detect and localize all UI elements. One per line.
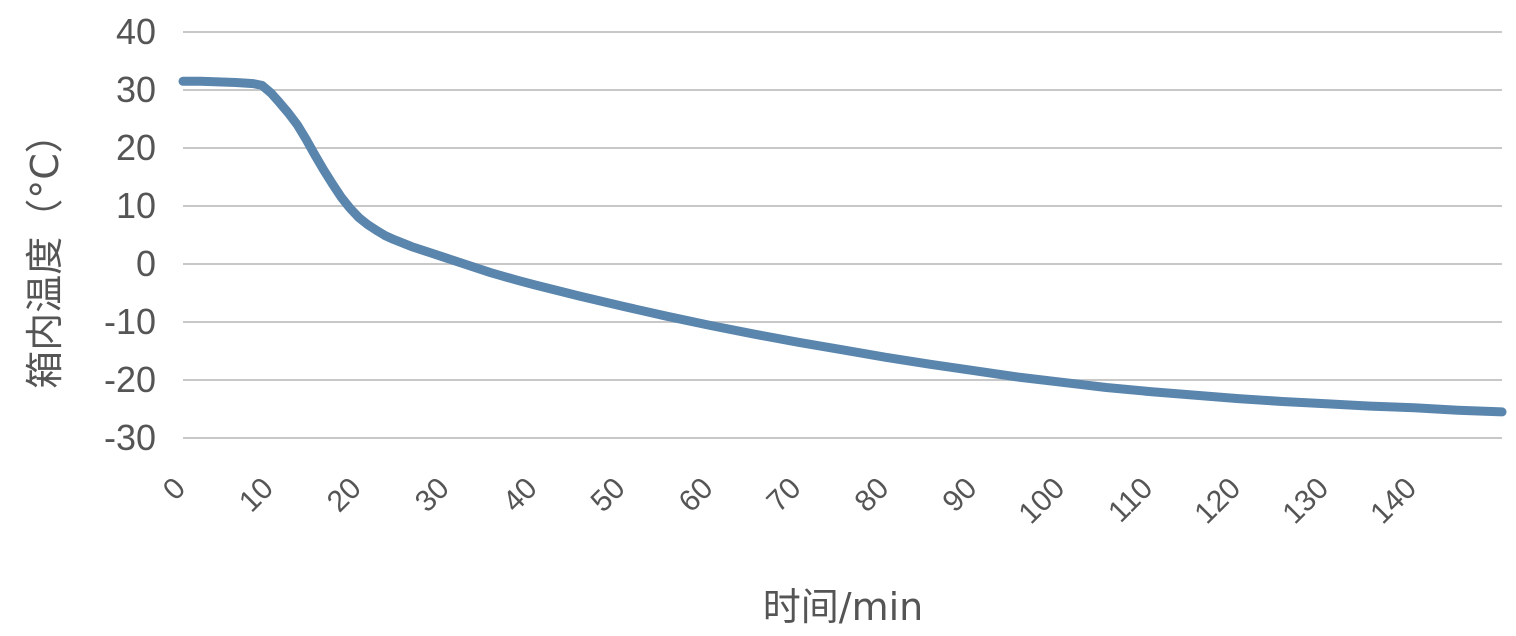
x-tick-label: 120 <box>1188 472 1247 531</box>
y-axis-label: 箱内温度（°C） <box>23 115 67 389</box>
x-tick-label: 130 <box>1276 472 1335 531</box>
x-axis-label: 时间/min <box>763 585 923 629</box>
x-tick-label: 10 <box>233 472 280 519</box>
x-tick-label: 70 <box>761 472 808 519</box>
x-tick-label: 30 <box>409 472 456 519</box>
x-tick-label: 50 <box>585 472 632 519</box>
y-tick-label: -20 <box>104 359 156 400</box>
x-tick-label: 100 <box>1013 472 1072 531</box>
x-tick-label: 20 <box>321 472 368 519</box>
x-tick-label: 110 <box>1102 472 1159 529</box>
y-tick-label: -30 <box>104 417 156 458</box>
x-tick-label: 90 <box>936 472 983 519</box>
y-tick-label: 30 <box>116 69 156 110</box>
series-line-0 <box>178 76 1507 417</box>
x-tick-label: 60 <box>673 472 720 519</box>
series-layer <box>178 76 1507 417</box>
x-axis-ticks: 0 10 20 30 40 50 60 70 80 90 100 110 120 130 140 <box>157 472 1423 531</box>
x-tick-label: 80 <box>848 472 895 519</box>
y-tick-label: 10 <box>116 185 156 226</box>
y-axis-ticks: 40 30 20 10 0 -10 -20 -30 <box>104 11 156 458</box>
x-tick-label: 140 <box>1364 472 1423 531</box>
y-tick-label: 0 <box>136 243 156 284</box>
y-tick-label: 40 <box>116 11 156 52</box>
grid-lines <box>183 31 1502 439</box>
x-tick-label: 40 <box>497 472 544 519</box>
x-tick-label: 0 <box>157 472 192 507</box>
y-tick-label: -10 <box>104 301 156 342</box>
y-tick-label: 20 <box>116 127 156 168</box>
